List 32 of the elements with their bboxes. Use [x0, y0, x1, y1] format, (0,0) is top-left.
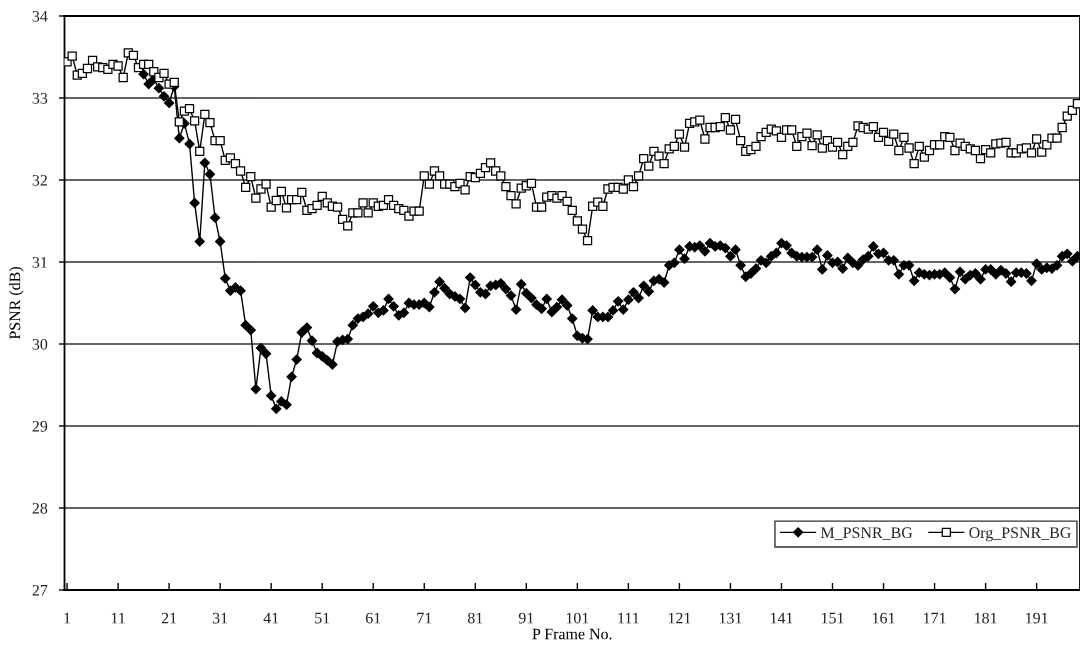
- x-tick-label: 141: [770, 612, 793, 624]
- y-tick-label: 31: [32, 256, 47, 268]
- y-tick-label: 27: [32, 584, 48, 596]
- y-tick-label: 30: [32, 338, 48, 350]
- x-tick-label: 161: [872, 612, 895, 624]
- y-tick-label: 34: [32, 10, 48, 22]
- x-tick-label: 131: [719, 612, 742, 624]
- x-tick-label: 1: [64, 612, 71, 624]
- x-tick-label: 111: [618, 612, 639, 624]
- x-tick-label: 31: [212, 612, 228, 624]
- x-tick-label: 11: [111, 612, 125, 624]
- x-tick-label: 51: [315, 612, 330, 624]
- x-tick-label: 181: [975, 612, 997, 624]
- legend-label: Org_PSNR_BG: [969, 527, 1071, 542]
- y-tick-label: 29: [32, 420, 48, 432]
- y-axis-title: PSNR (dB): [9, 267, 24, 340]
- x-tick-label: 101: [566, 612, 589, 624]
- y-tick-label: 32: [32, 174, 47, 186]
- x-tick-label: 91: [518, 612, 534, 624]
- x-tick-label: 81: [467, 612, 483, 624]
- x-axis-title: P Frame No.: [532, 628, 612, 640]
- x-tick-label: 191: [1026, 612, 1048, 624]
- legend-label: M_PSNR_BG: [820, 527, 913, 540]
- y-tick-label: 33: [32, 92, 48, 104]
- x-tick-label: 61: [365, 612, 381, 624]
- x-tick-label: 71: [417, 612, 432, 624]
- x-tick-label: 41: [263, 612, 279, 624]
- y-tick-label: 28: [32, 502, 48, 514]
- x-tick-label: 21: [161, 612, 177, 624]
- x-tick-label: 151: [821, 612, 844, 624]
- x-tick-label: 121: [668, 612, 691, 624]
- x-tick-label: 171: [923, 612, 946, 624]
